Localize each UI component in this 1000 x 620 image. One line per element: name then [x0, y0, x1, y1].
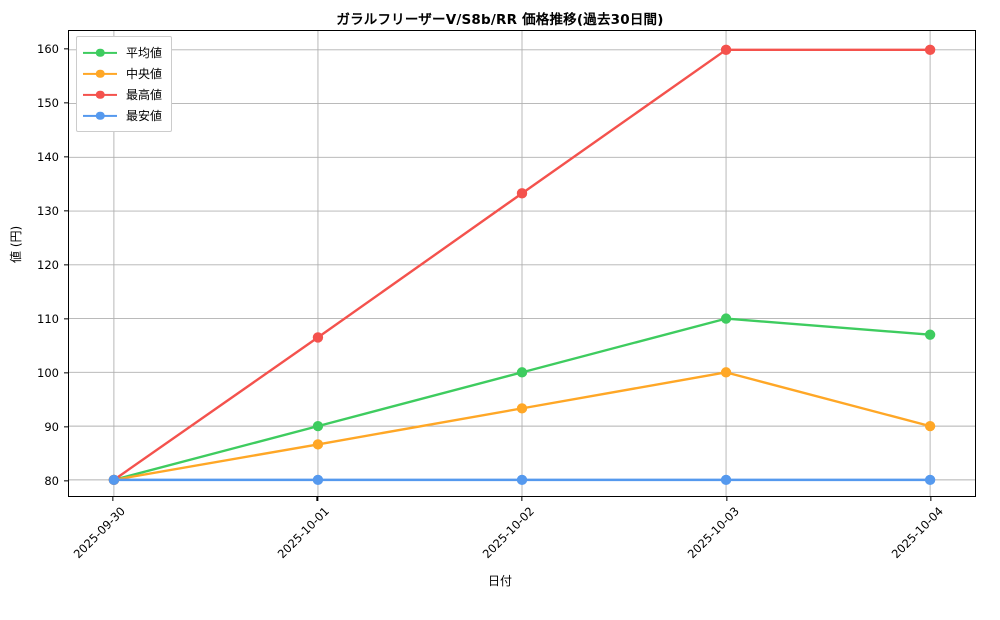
legend-dot-icon — [95, 111, 105, 120]
x-tick-label: 2025-10-03 — [684, 504, 742, 562]
chart-title: ガラルフリーザーV/S8b/RR 価格推移(過去30日間) — [336, 12, 664, 28]
data-point-marker[interactable] — [924, 44, 936, 55]
y-tick-mark — [64, 264, 68, 266]
y-tick-label: 160 — [37, 41, 59, 56]
data-point-marker[interactable] — [924, 420, 936, 432]
legend-item-3[interactable]: 最安値 — [83, 105, 162, 126]
legend-swatch-icon — [83, 89, 117, 101]
x-tick-mark — [112, 497, 114, 501]
y-tick-mark — [64, 480, 68, 482]
data-point-marker[interactable] — [516, 367, 528, 378]
y-tick-label: 90 — [44, 419, 59, 434]
y-tick-label: 130 — [37, 203, 59, 218]
y-tick-label: 140 — [37, 149, 59, 164]
x-tick-label: 2025-09-30 — [70, 504, 128, 562]
x-tick-label: 2025-10-01 — [275, 504, 333, 562]
x-tick-mark — [725, 497, 728, 501]
x-tick-mark — [316, 497, 319, 501]
data-point-marker[interactable] — [924, 474, 936, 486]
x-axis-label: 日付 — [487, 574, 512, 588]
data-point-marker[interactable] — [720, 367, 732, 378]
legend-item-0[interactable]: 平均値 — [83, 42, 162, 63]
data-point-marker[interactable] — [924, 329, 936, 340]
data-point-marker[interactable] — [312, 474, 324, 486]
series-line-0 — [112, 317, 932, 482]
legend-label: 中央値 — [126, 67, 163, 81]
y-tick-label: 100 — [37, 365, 59, 380]
price-history-chart-figure: ガラルフリーザーV/S8b/RR 価格推移(過去30日間) 値 (円) 日付 8… — [9, 12, 976, 588]
y-tick-mark — [64, 102, 68, 104]
y-tick-label: 110 — [37, 311, 59, 326]
data-point-marker[interactable] — [720, 44, 732, 55]
y-tick-mark — [64, 426, 68, 428]
x-tick-label: 2025-10-04 — [888, 504, 946, 562]
legend-label: 最高値 — [126, 88, 163, 102]
legend-dot-icon — [95, 69, 105, 78]
series-line-1 — [112, 371, 932, 482]
x-tick-mark — [930, 497, 932, 501]
y-tick-mark — [64, 48, 68, 50]
series-line-2 — [112, 48, 932, 482]
y-tick-mark — [64, 210, 68, 212]
legend-item-2[interactable]: 最高値 — [83, 84, 162, 105]
y-tick-mark — [64, 156, 68, 158]
y-axis-tick-labels: 80 90 100 110 120 130 140 150 160 — [37, 41, 68, 488]
data-point-marker[interactable] — [312, 420, 324, 432]
legend-label: 最安値 — [126, 109, 163, 123]
legend-dot-icon — [95, 90, 105, 99]
y-tick-mark — [64, 372, 68, 374]
data-point-marker[interactable] — [516, 403, 528, 414]
y-tick-label: 80 — [44, 473, 59, 488]
x-tick-mark — [521, 497, 523, 501]
data-point-marker[interactable] — [516, 188, 528, 199]
legend-swatch-icon — [83, 110, 117, 122]
legend-label: 平均値 — [126, 46, 163, 60]
data-point-marker[interactable] — [312, 332, 324, 343]
legend-swatch-icon — [83, 68, 117, 80]
data-point-marker[interactable] — [108, 474, 120, 486]
x-axis-tick-labels: 2025-09-30 2025-10-01 2025-10-02 2025-10-03… — [71, 497, 946, 561]
data-point-marker[interactable] — [720, 313, 732, 324]
legend-dot-icon — [95, 48, 105, 57]
legend-swatch-icon — [83, 47, 117, 59]
legend-item-1[interactable]: 中央値 — [83, 63, 162, 84]
data-point-marker[interactable] — [720, 474, 732, 486]
x-tick-label: 2025-10-02 — [479, 504, 537, 562]
series-layer — [108, 44, 936, 486]
plot-area — [68, 30, 976, 497]
y-tick-label: 150 — [37, 95, 59, 110]
y-tick-label: 120 — [37, 257, 59, 272]
data-point-marker[interactable] — [516, 474, 528, 486]
data-point-marker[interactable] — [312, 439, 324, 450]
chart-legend: 平均値中央値最高値最安値 — [76, 36, 173, 132]
y-tick-mark — [64, 318, 68, 320]
